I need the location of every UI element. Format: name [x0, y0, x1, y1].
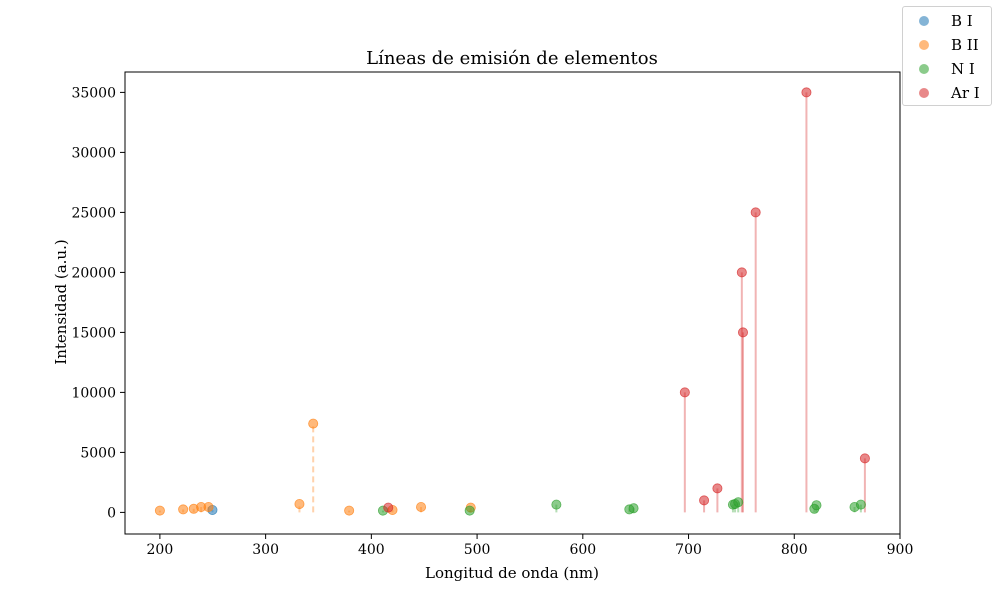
- point-n-i-4: [628, 503, 639, 514]
- x-ticks: 200 300 400 500 600 700 800 900: [147, 534, 914, 558]
- legend-marker-b-ii: [919, 40, 929, 50]
- x-tick-label-700: 700: [675, 542, 702, 558]
- point-ar-i-2: [699, 495, 710, 506]
- point-n-i-2: [551, 499, 562, 510]
- legend-item-b-i: B I: [903, 11, 993, 31]
- legend: B I B II N I Ar I: [902, 6, 992, 106]
- point-ar-i-8: [859, 453, 870, 464]
- point-b-ii-1: [178, 504, 189, 515]
- y-tick-label-10000: 10000: [71, 385, 116, 401]
- x-axis-label: Longitud de onda (nm): [425, 564, 599, 582]
- legend-label-b-i: B I: [951, 12, 973, 30]
- x-tick-label-200: 200: [147, 542, 174, 558]
- x-tick-label-400: 400: [358, 542, 385, 558]
- y-tick-label-25000: 25000: [71, 205, 116, 221]
- y-ticks: 0 5000 10000 15000 20000 25000 30000 35000: [71, 85, 125, 521]
- point-b-ii-7: [344, 505, 355, 516]
- y-tick-label-0: 0: [107, 505, 116, 521]
- legend-marker-ar-i: [919, 88, 929, 98]
- points-layer: [154, 87, 870, 516]
- point-ar-i-0: [383, 502, 394, 513]
- stems-layer: [158, 92, 866, 513]
- legend-marker-b-i: [919, 16, 929, 26]
- y-tick-label-35000: 35000: [71, 85, 116, 101]
- point-ar-i-3: [712, 483, 723, 494]
- point-ar-i-1: [679, 387, 690, 398]
- point-b-ii-6: [308, 418, 319, 429]
- x-tick-label-500: 500: [464, 542, 491, 558]
- y-tick-label-20000: 20000: [71, 265, 116, 281]
- point-ar-i-4: [736, 267, 747, 278]
- x-tick-label-300: 300: [252, 542, 279, 558]
- point-n-i-1: [464, 505, 475, 516]
- point-b-ii-5: [294, 498, 305, 509]
- legend-label-n-i: N I: [951, 60, 975, 78]
- point-b-ii-0: [154, 505, 165, 516]
- point-ar-i-5: [737, 327, 748, 338]
- x-tick-label-900: 900: [887, 542, 914, 558]
- legend-item-ar-i: Ar I: [903, 83, 993, 103]
- point-b-ii-9: [416, 501, 427, 512]
- point-n-i-9: [811, 500, 822, 511]
- point-b-ii-4: [203, 501, 214, 512]
- legend-label-b-ii: B II: [951, 36, 979, 54]
- point-ar-i-7: [801, 87, 812, 98]
- chart-title: Líneas de emisión de elementos: [366, 48, 658, 69]
- legend-marker-n-i: [919, 64, 929, 74]
- legend-label-ar-i: Ar I: [951, 84, 980, 102]
- point-n-i-11: [855, 499, 866, 510]
- y-tick-label-15000: 15000: [71, 325, 116, 341]
- point-n-i-7: [733, 497, 744, 508]
- point-ar-i-6: [750, 207, 761, 218]
- x-tick-label-600: 600: [569, 542, 596, 558]
- legend-item-b-ii: B II: [903, 35, 993, 55]
- x-tick-label-800: 800: [781, 542, 808, 558]
- legend-item-n-i: N I: [903, 59, 993, 79]
- y-tick-label-30000: 30000: [71, 145, 116, 161]
- y-axis-label: Intensidad (a.u.): [52, 239, 70, 364]
- plot-frame: [124, 71, 901, 535]
- y-tick-label-5000: 5000: [80, 445, 116, 461]
